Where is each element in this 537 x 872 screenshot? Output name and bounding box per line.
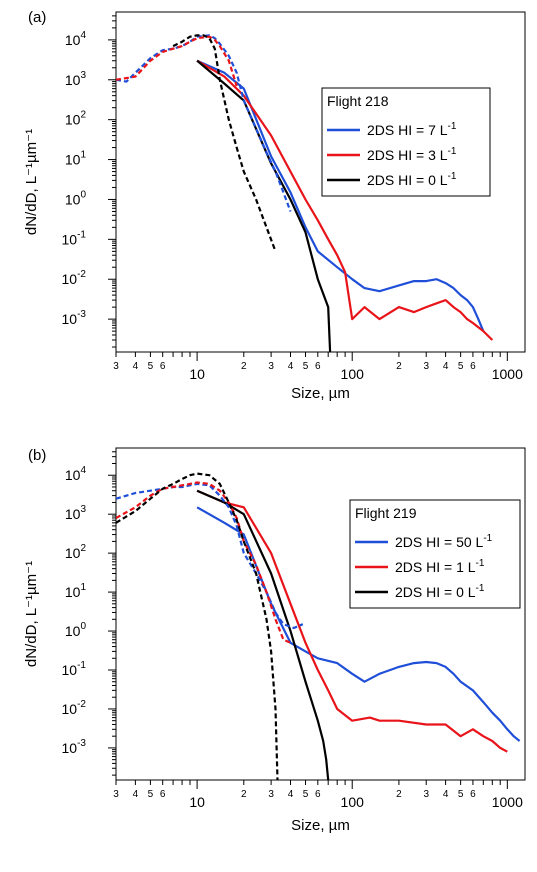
y-tick-label: 10-1 [62, 229, 87, 247]
legend-entry: 2DS HI = 7 L-1 [367, 121, 457, 138]
x-tick-label: 10 [189, 794, 205, 810]
x-minor-tick-label: 3 [423, 361, 429, 372]
x-axis-label: Size, µm [291, 385, 350, 402]
x-minor-tick-label: 4 [288, 789, 294, 800]
plot-frame [115, 11, 526, 353]
x-minor-tick-label: 6 [470, 789, 476, 800]
series-line-2-solid [196, 489, 508, 753]
y-tick-label: 10-2 [62, 699, 87, 717]
series-line-4-dashed [116, 34, 292, 212]
x-minor-tick-label: 3 [113, 361, 119, 372]
panel-label: (b) [28, 447, 46, 464]
x-minor-tick-label: 6 [160, 361, 166, 372]
y-axis-label: dN/dD, L⁻¹µm⁻¹ [23, 129, 40, 235]
series-line-6-dashed [172, 34, 277, 252]
panel-label: (a) [28, 9, 46, 26]
x-tick-label: 1000 [492, 794, 523, 810]
x-tick-label: 10 [189, 366, 205, 382]
x-minor-tick-label: 5 [458, 789, 464, 800]
series-line-6-dashed [116, 472, 279, 780]
x-minor-tick-label: 2 [241, 361, 247, 372]
x-minor-tick-label: 6 [315, 361, 321, 372]
x-minor-tick-label: 5 [458, 361, 464, 372]
x-minor-tick-label: 4 [443, 789, 449, 800]
x-minor-tick-label: 6 [160, 789, 166, 800]
y-tick-label: 102 [65, 543, 87, 561]
legend-entry: 2DS HI = 3 L-1 [367, 146, 457, 163]
x-minor-tick-label: 6 [315, 789, 321, 800]
x-tick-label: 100 [341, 366, 365, 382]
x-minor-tick-label: 6 [470, 361, 476, 372]
series-line-5-dashed [116, 481, 291, 644]
legend-title: Flight 219 [355, 505, 417, 521]
y-tick-label: 100 [65, 621, 87, 639]
series-line-3-solid [196, 59, 332, 352]
y-tick-label: 100 [65, 189, 87, 207]
x-minor-tick-label: 3 [268, 361, 274, 372]
y-tick-label: 101 [65, 582, 87, 600]
legend: Flight 218 2DS HI = 7 L-1 2DS HI = 3 L-1 2D… [321, 87, 491, 197]
x-minor-tick-label: 4 [443, 361, 449, 372]
x-minor-tick-label: 3 [113, 789, 119, 800]
y-tick-label: 103 [65, 70, 87, 88]
legend-entry: 2DS HI = 1 L-1 [395, 558, 485, 575]
y-tick-label: 10-1 [62, 660, 87, 678]
series-line-1-solid [196, 506, 521, 742]
y-tick-label: 10-3 [62, 738, 87, 756]
x-minor-tick-label: 2 [396, 361, 402, 372]
y-tick-label: 104 [65, 30, 87, 48]
x-minor-tick-label: 4 [288, 361, 294, 372]
y-tick-label: 10-2 [62, 269, 87, 287]
legend-box [349, 499, 521, 609]
y-tick-label: 101 [65, 150, 87, 168]
y-tick-label: 102 [65, 110, 87, 128]
x-minor-tick-label: 5 [148, 789, 154, 800]
y-axis-label: dN/dD, L⁻¹µm⁻¹ [23, 561, 40, 667]
x-minor-tick-label: 3 [268, 789, 274, 800]
x-minor-tick-label: 5 [303, 789, 309, 800]
x-minor-tick-label: 2 [396, 789, 402, 800]
x-minor-tick-label: 4 [133, 789, 139, 800]
legend-box [321, 87, 491, 197]
series-line-2-solid [196, 59, 494, 341]
x-minor-tick-label: 4 [133, 361, 139, 372]
x-minor-tick-label: 5 [148, 361, 154, 372]
legend-entry: 2DS HI = 50 L-1 [395, 533, 493, 550]
legend: Flight 219 2DS HI = 50 L-1 2DS HI = 1 L-1 2… [349, 499, 521, 609]
x-tick-label: 100 [341, 794, 365, 810]
x-axis-label: Size, µm [291, 817, 350, 834]
x-minor-tick-label: 5 [303, 361, 309, 372]
legend-entry: 2DS HI = 0 L-1 [367, 171, 457, 188]
y-tick-label: 10-3 [62, 309, 87, 327]
legend-title: Flight 218 [327, 93, 389, 109]
y-tick-label: 104 [65, 465, 87, 483]
x-minor-tick-label: 3 [423, 789, 429, 800]
series-line-3-solid [196, 489, 330, 780]
plot-frame [115, 447, 526, 781]
series-line-5-dashed [116, 35, 238, 87]
x-tick-label: 1000 [492, 366, 523, 382]
y-tick-label: 103 [65, 504, 87, 522]
x-minor-tick-label: 2 [241, 789, 247, 800]
series-line-1-solid [196, 59, 485, 332]
legend-entry: 2DS HI = 0 L-1 [395, 583, 485, 600]
series-line-4-dashed [116, 482, 304, 630]
